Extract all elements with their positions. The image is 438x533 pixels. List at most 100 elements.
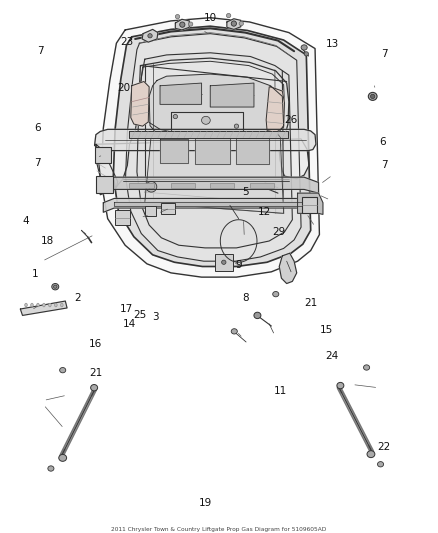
Bar bbox=[215, 254, 233, 271]
Ellipse shape bbox=[60, 303, 63, 307]
Ellipse shape bbox=[239, 21, 244, 26]
Polygon shape bbox=[160, 139, 188, 163]
Text: 7: 7 bbox=[37, 46, 43, 56]
Polygon shape bbox=[210, 83, 254, 107]
Text: 19: 19 bbox=[199, 498, 212, 508]
Polygon shape bbox=[171, 112, 243, 131]
Polygon shape bbox=[113, 26, 311, 266]
Ellipse shape bbox=[25, 303, 27, 307]
Ellipse shape bbox=[53, 285, 57, 288]
Text: 21: 21 bbox=[89, 368, 102, 378]
Text: 12: 12 bbox=[258, 207, 272, 217]
Text: 26: 26 bbox=[284, 115, 298, 125]
Polygon shape bbox=[96, 144, 118, 188]
Ellipse shape bbox=[146, 181, 157, 192]
Ellipse shape bbox=[368, 92, 377, 100]
Ellipse shape bbox=[175, 14, 180, 19]
Polygon shape bbox=[145, 134, 284, 213]
Text: 18: 18 bbox=[41, 236, 54, 246]
Ellipse shape bbox=[231, 329, 237, 334]
Text: 24: 24 bbox=[325, 351, 338, 361]
Text: 22: 22 bbox=[378, 442, 391, 452]
Polygon shape bbox=[126, 34, 301, 261]
Bar bbox=[161, 203, 175, 214]
Polygon shape bbox=[137, 53, 292, 248]
Text: 25: 25 bbox=[133, 310, 146, 320]
Text: 14: 14 bbox=[123, 319, 136, 329]
Bar bbox=[171, 183, 195, 188]
Ellipse shape bbox=[367, 451, 375, 458]
Bar bbox=[302, 197, 317, 213]
Polygon shape bbox=[142, 29, 158, 42]
Polygon shape bbox=[101, 18, 319, 277]
Polygon shape bbox=[100, 177, 318, 195]
Ellipse shape bbox=[234, 124, 239, 128]
Text: 29: 29 bbox=[272, 227, 286, 237]
Ellipse shape bbox=[91, 384, 98, 391]
Polygon shape bbox=[175, 19, 189, 30]
Polygon shape bbox=[95, 130, 316, 151]
Bar bbox=[96, 176, 113, 193]
Text: 7: 7 bbox=[381, 49, 388, 59]
Ellipse shape bbox=[55, 303, 57, 307]
Polygon shape bbox=[131, 82, 149, 126]
Ellipse shape bbox=[148, 34, 152, 38]
Polygon shape bbox=[160, 83, 201, 104]
Ellipse shape bbox=[49, 303, 51, 307]
Text: 6: 6 bbox=[379, 136, 386, 147]
Polygon shape bbox=[297, 193, 323, 214]
Ellipse shape bbox=[222, 260, 226, 264]
Text: 10: 10 bbox=[204, 13, 217, 23]
Ellipse shape bbox=[337, 382, 344, 389]
Text: 8: 8 bbox=[242, 293, 248, 303]
Ellipse shape bbox=[148, 184, 154, 189]
Bar bbox=[95, 147, 111, 163]
Polygon shape bbox=[195, 138, 230, 165]
Text: 7: 7 bbox=[35, 158, 41, 168]
Ellipse shape bbox=[42, 303, 45, 307]
Polygon shape bbox=[20, 301, 67, 316]
Text: 2: 2 bbox=[74, 293, 81, 303]
Text: 9: 9 bbox=[235, 261, 242, 270]
Polygon shape bbox=[141, 61, 285, 139]
Polygon shape bbox=[227, 19, 241, 29]
Text: 23: 23 bbox=[121, 37, 134, 47]
Text: 21: 21 bbox=[304, 297, 317, 308]
Ellipse shape bbox=[48, 466, 54, 471]
Polygon shape bbox=[97, 58, 309, 187]
Polygon shape bbox=[130, 131, 288, 138]
Polygon shape bbox=[237, 138, 269, 165]
Polygon shape bbox=[114, 201, 306, 206]
Text: 6: 6 bbox=[35, 123, 41, 133]
Ellipse shape bbox=[37, 303, 39, 307]
Text: 13: 13 bbox=[326, 39, 339, 49]
Ellipse shape bbox=[364, 365, 370, 370]
Text: 4: 4 bbox=[23, 216, 29, 227]
Bar bbox=[115, 210, 131, 225]
Ellipse shape bbox=[254, 312, 261, 319]
Text: 16: 16 bbox=[89, 338, 102, 349]
Ellipse shape bbox=[180, 22, 185, 27]
Ellipse shape bbox=[188, 22, 193, 26]
Ellipse shape bbox=[301, 45, 307, 50]
Text: 2011 Chrysler Town & Country Liftgate Prop Gas Diagram for 5109605AD: 2011 Chrysler Town & Country Liftgate Pr… bbox=[111, 527, 327, 532]
Ellipse shape bbox=[378, 462, 384, 467]
Ellipse shape bbox=[226, 13, 231, 18]
Text: 5: 5 bbox=[242, 187, 248, 197]
Polygon shape bbox=[266, 87, 285, 133]
Ellipse shape bbox=[273, 292, 279, 297]
Text: 11: 11 bbox=[273, 386, 287, 397]
Text: 17: 17 bbox=[120, 304, 133, 314]
Bar bbox=[210, 183, 234, 188]
Ellipse shape bbox=[31, 303, 33, 307]
Bar bbox=[250, 183, 274, 188]
Ellipse shape bbox=[304, 52, 308, 56]
Text: 3: 3 bbox=[152, 312, 159, 322]
Ellipse shape bbox=[52, 284, 59, 290]
Text: 7: 7 bbox=[381, 160, 388, 171]
Text: 20: 20 bbox=[117, 83, 131, 93]
Ellipse shape bbox=[231, 21, 237, 26]
Polygon shape bbox=[149, 74, 284, 134]
Polygon shape bbox=[279, 253, 297, 284]
Text: 1: 1 bbox=[32, 270, 39, 279]
